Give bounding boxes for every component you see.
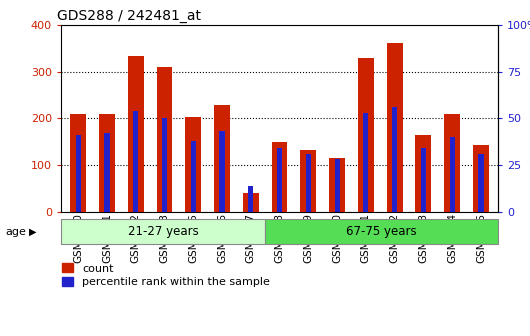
Bar [329, 158, 345, 212]
Bar [243, 193, 259, 212]
Text: GDS288 / 242481_at: GDS288 / 242481_at [57, 9, 200, 23]
Bar [99, 114, 115, 212]
Legend: count, percentile rank within the sample: count, percentile rank within the sample [61, 262, 271, 289]
Bar [421, 148, 426, 212]
Bar [272, 142, 287, 212]
Bar [334, 160, 340, 212]
Bar [479, 154, 483, 212]
Bar [76, 135, 81, 212]
Bar [248, 185, 253, 212]
Bar [358, 58, 374, 212]
Text: 21-27 years: 21-27 years [128, 225, 198, 238]
Bar [277, 148, 282, 212]
Bar [104, 133, 110, 212]
Bar [156, 67, 172, 212]
Bar [301, 150, 316, 212]
Bar [133, 111, 138, 212]
Bar [186, 117, 201, 212]
Text: age: age [5, 226, 26, 237]
Text: ▶: ▶ [29, 226, 37, 237]
Text: 67-75 years: 67-75 years [346, 225, 417, 238]
Bar [473, 145, 489, 212]
Bar [444, 114, 460, 212]
Bar [449, 137, 455, 212]
Bar [416, 135, 431, 212]
Bar [128, 55, 144, 212]
Bar [306, 154, 311, 212]
Bar [162, 119, 167, 212]
Bar [70, 114, 86, 212]
Bar [392, 107, 397, 212]
Bar [219, 131, 225, 212]
Bar [387, 43, 403, 212]
Bar [214, 106, 230, 212]
Bar [363, 113, 368, 212]
Bar [191, 141, 196, 212]
Bar [265, 219, 498, 244]
Bar [61, 219, 265, 244]
